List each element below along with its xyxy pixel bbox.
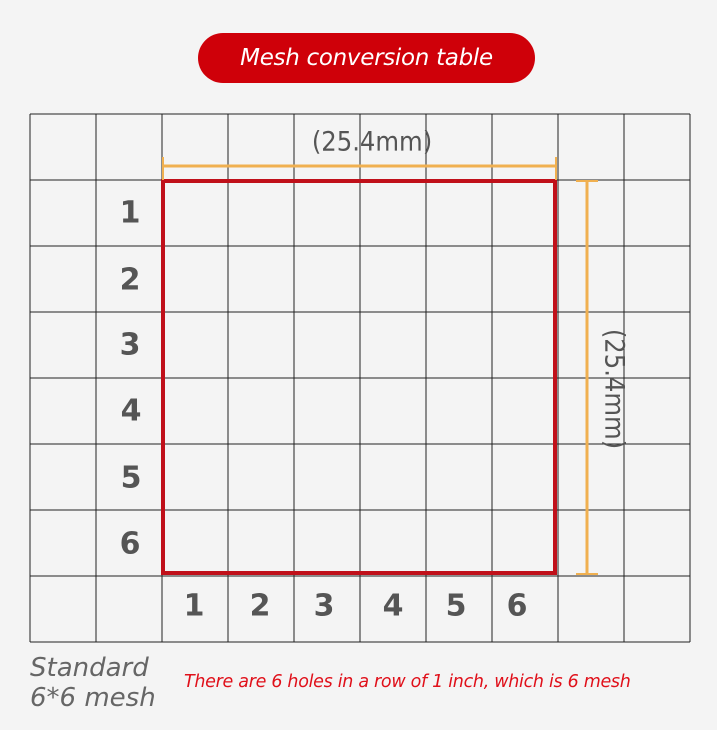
column-label-5: 5	[445, 588, 467, 624]
row-label-5: 5	[120, 460, 142, 496]
column-label-1: 1	[183, 588, 205, 624]
row-label-6: 6	[119, 526, 141, 562]
caption-line-1: Standard	[30, 653, 149, 683]
column-label-4: 4	[382, 588, 404, 624]
row-label-2: 2	[119, 262, 141, 298]
column-label-2: 2	[249, 588, 271, 624]
one-inch-square	[161, 179, 557, 575]
vertical-dimension-label: (25.4mm)	[598, 328, 630, 450]
row-label-4: 4	[120, 393, 142, 429]
explanation-note: There are 6 holes in a row of 1 inch, wh…	[184, 672, 631, 692]
row-label-3: 3	[119, 327, 141, 363]
caption-line-2: 6*6 mesh	[30, 683, 156, 713]
title-banner: Mesh conversion table	[198, 33, 535, 83]
column-label-3: 3	[313, 588, 335, 624]
column-label-6: 6	[506, 588, 528, 624]
row-label-1: 1	[119, 195, 141, 231]
caption: Standard 6*6 mesh	[30, 653, 156, 713]
horizontal-dimension-label: (25.4mm)	[311, 126, 433, 158]
